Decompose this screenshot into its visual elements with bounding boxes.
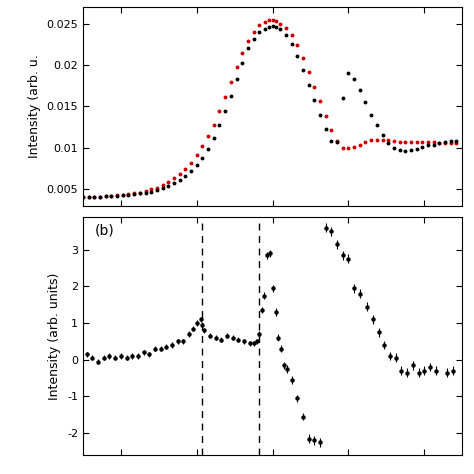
Y-axis label: Intensity (arb. u.: Intensity (arb. u. <box>28 55 41 158</box>
Y-axis label: Intensity (arb. units): Intensity (arb. units) <box>48 272 62 400</box>
Text: (b): (b) <box>94 224 114 238</box>
